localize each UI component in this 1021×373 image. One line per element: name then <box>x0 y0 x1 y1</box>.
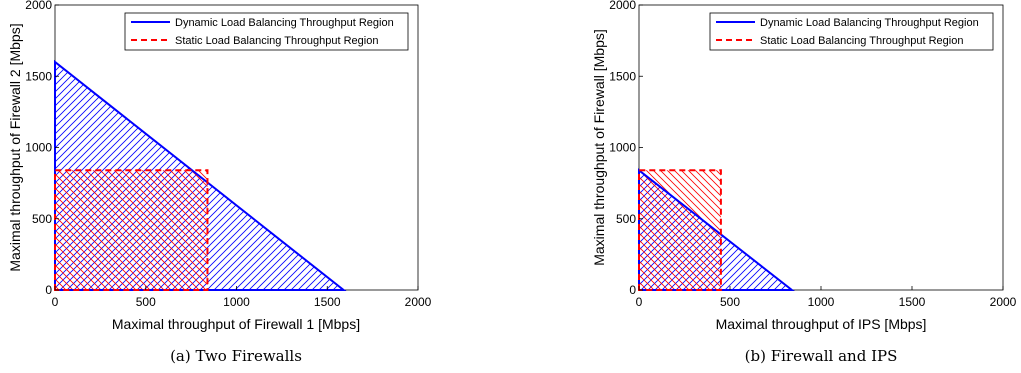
chart-a-legend-label-static: Static Load Balancing Throughput Region <box>175 35 378 47</box>
chart-a-ytick-label: 500 <box>32 212 52 226</box>
chart-a-xticks: 0 500 1000 1500 2000 <box>52 286 432 309</box>
chart-a-ytick-label: 1000 <box>25 141 52 155</box>
chart-a-region-static-fill <box>55 170 208 290</box>
chart-a-xtick-label: 500 <box>136 295 156 309</box>
chart-a-region-static-boundary <box>54 169 209 291</box>
chart-a: 0 500 1000 1500 2000 0 500 1000 1500 2000 Maxima… <box>7 0 432 365</box>
chart-b-ytick-label: 500 <box>616 212 636 226</box>
chart-a-xtick-label: 1500 <box>314 295 341 309</box>
chart-a-ylabel: Maximal throughput of Firewall 2 [Mbps] <box>7 23 23 271</box>
chart-a-legend: Dynamic Load Balancing Throughput Region… <box>124 12 409 51</box>
chart-b-xtick-label: 500 <box>720 295 740 309</box>
chart-b-xlabel: Maximal throughput of IPS [Mbps] <box>716 316 927 332</box>
chart-a-caption: (a) Two Firewalls <box>170 347 302 365</box>
chart-b-yticks: 0 500 1000 1500 2000 <box>609 0 643 297</box>
chart-b-caption: (b) Firewall and IPS <box>745 347 898 365</box>
chart-b-ylabel: Maximal throughput of Firewall [Mbps] <box>591 29 607 266</box>
chart-b-ytick-label: 0 <box>629 283 636 297</box>
chart-b-ytick-label: 1000 <box>609 141 636 155</box>
chart-a-ytick-label: 0 <box>45 283 52 297</box>
chart-a-xtick-label: 1000 <box>223 295 250 309</box>
chart-b-legend-label-static: Static Load Balancing Throughput Region <box>760 35 963 47</box>
chart-a-plot-area <box>54 4 419 291</box>
chart-b-legend-label-dynamic: Dynamic Load Balancing Throughput Region <box>760 17 979 29</box>
chart-a-legend-box <box>124 12 409 51</box>
chart-a-xlabel: Maximal throughput of Firewall 1 [Mbps] <box>112 316 360 332</box>
chart-a-legend-label-dynamic: Dynamic Load Balancing Throughput Region <box>175 17 394 29</box>
chart-b-xticks: 0 500 1000 1500 2000 <box>636 286 1017 309</box>
chart-b-legend: Dynamic Load Balancing Throughput Region… <box>709 12 994 51</box>
chart-a-ytick-label: 2000 <box>25 0 52 12</box>
chart-b-xtick-label: 0 <box>636 295 643 309</box>
chart-b-xtick-label: 2000 <box>990 295 1017 309</box>
chart-b-region-dynamic-boundary <box>638 168 795 291</box>
chart-b-region-static-boundary <box>638 169 722 291</box>
chart-b-xtick-label: 1500 <box>899 295 926 309</box>
chart-a-xtick-label: 0 <box>52 295 59 309</box>
chart-b-xtick-label: 1000 <box>808 295 835 309</box>
chart-b: 0 500 1000 1500 2000 0 500 1000 1500 2000 Maxima… <box>591 0 1017 365</box>
chart-a-yticks: 0 500 1000 1500 2000 <box>25 0 59 297</box>
chart-b-ytick-label: 1500 <box>609 69 636 83</box>
chart-b-marks <box>638 168 795 291</box>
chart-b-legend-box <box>709 12 994 51</box>
chart-a-marks <box>54 59 347 291</box>
chart-b-region-static-fill <box>639 170 721 290</box>
chart-a-xtick-label: 2000 <box>405 295 432 309</box>
chart-a-ytick-label: 1500 <box>25 69 52 83</box>
chart-b-ytick-label: 2000 <box>609 0 636 12</box>
